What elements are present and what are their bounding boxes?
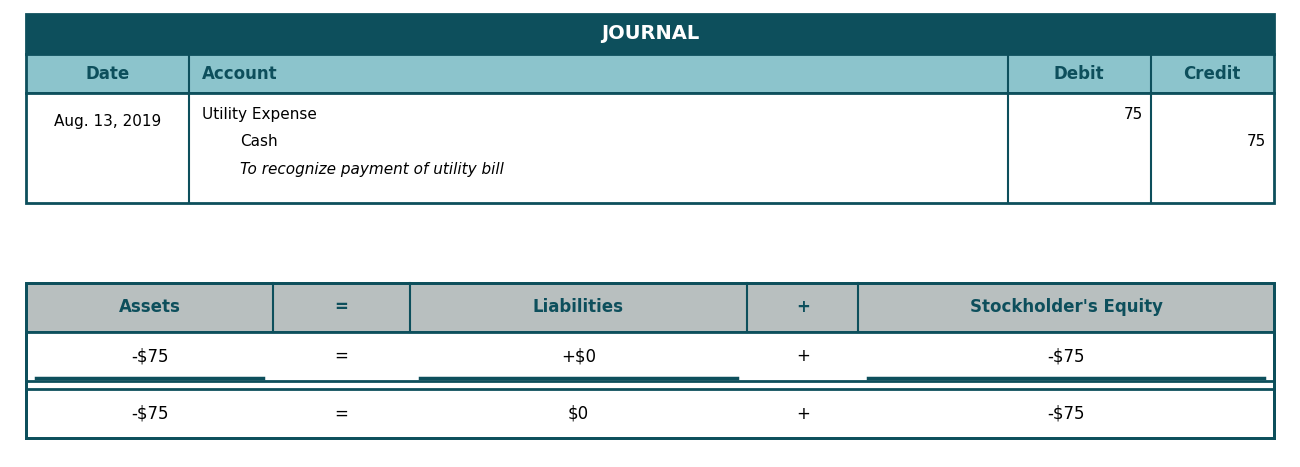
Bar [26,283,1274,332]
Text: To recognize payment of utility bill: To recognize payment of utility bill [240,162,504,177]
Text: +$0: +$0 [562,347,595,365]
Text: 75: 75 [1123,107,1143,122]
Text: $0: $0 [568,404,589,423]
Text: -$75: -$75 [1048,347,1084,365]
Bar [26,93,1274,203]
Text: =: = [334,404,348,423]
Text: -$75: -$75 [131,347,168,365]
Text: Stockholder's Equity: Stockholder's Equity [970,298,1162,316]
Bar [26,14,1274,54]
Text: Date: Date [84,64,130,83]
Text: +: + [796,298,810,316]
Bar [26,389,1274,438]
Text: -$75: -$75 [1048,404,1084,423]
Text: Account: Account [202,64,277,83]
Text: Credit: Credit [1183,64,1242,83]
Text: +: + [796,404,810,423]
Text: +: + [796,347,810,365]
Text: -$75: -$75 [131,404,168,423]
Text: 75: 75 [1247,134,1266,149]
Text: Debit: Debit [1054,64,1104,83]
Text: Aug. 13, 2019: Aug. 13, 2019 [53,114,161,129]
Text: Utility Expense: Utility Expense [202,107,316,122]
Text: Cash: Cash [240,134,278,149]
Text: JOURNAL: JOURNAL [601,24,699,43]
Text: Liabilities: Liabilities [533,298,624,316]
Text: =: = [334,298,348,316]
Bar [26,54,1274,93]
Text: Assets: Assets [118,298,181,316]
Bar [26,332,1274,381]
Bar [26,283,1274,438]
Text: =: = [334,347,348,365]
